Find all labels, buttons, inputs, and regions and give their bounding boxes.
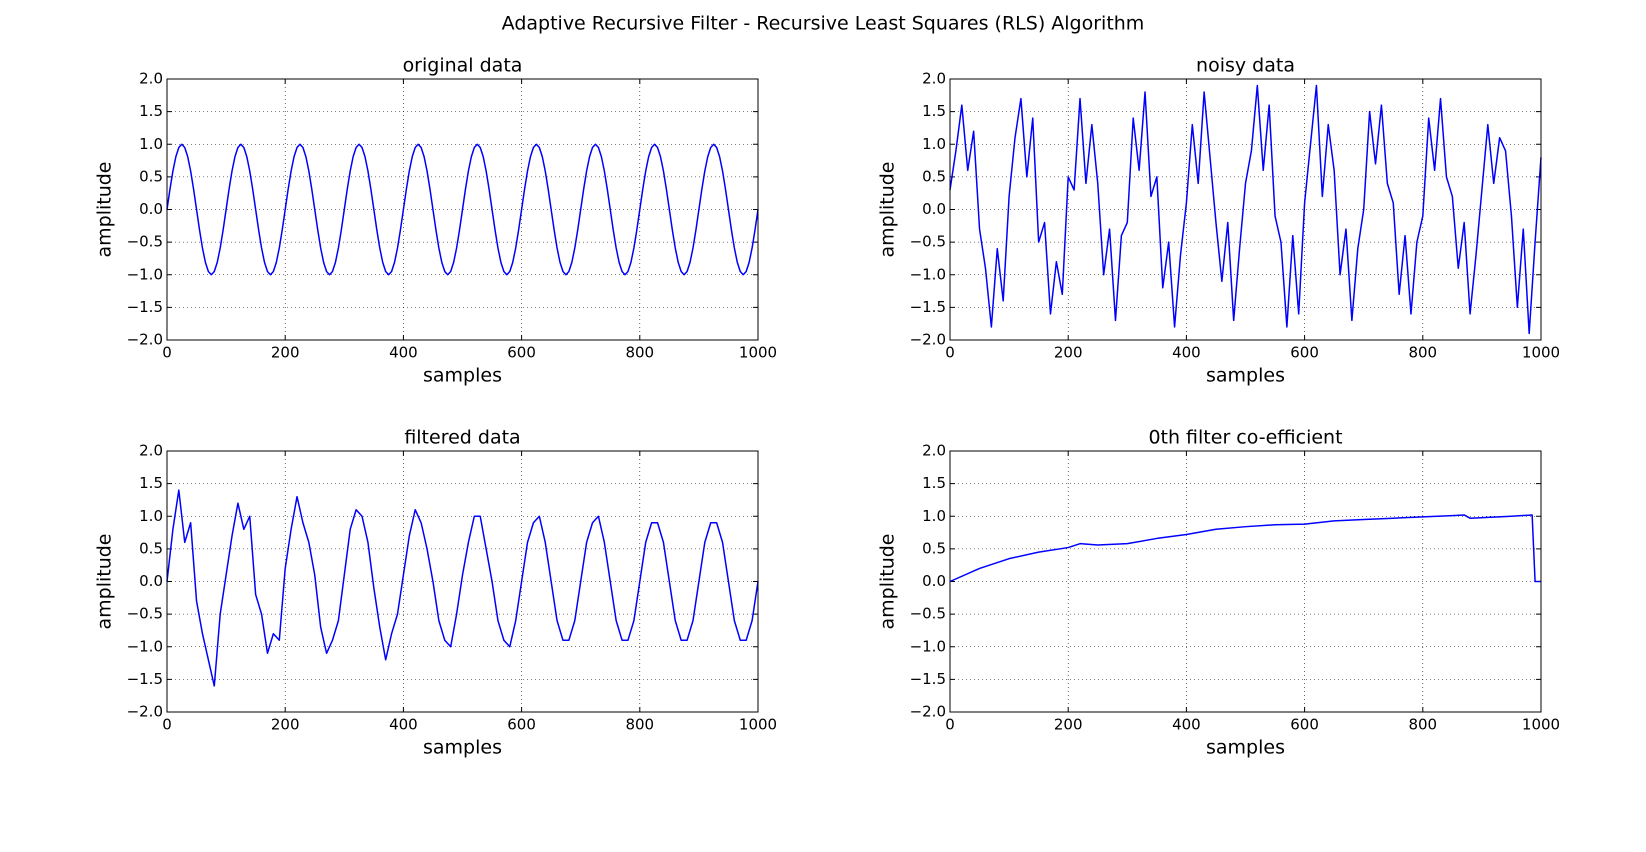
y-tick-label: 0.5 [922, 167, 946, 185]
y-axis-label: amplitude [94, 161, 116, 257]
y-tick-label: 2.0 [922, 70, 946, 88]
y-tick-label: −1.0 [127, 265, 163, 283]
x-tick-label: 0 [162, 344, 172, 362]
y-tick-label: −2.0 [127, 331, 163, 349]
x-tick-label: 200 [271, 716, 300, 734]
y-tick-label: 0.5 [139, 167, 163, 185]
y-axis-label: amplitude [877, 533, 899, 629]
x-tick-label: 600 [1290, 716, 1319, 734]
y-tick-label: 1.0 [139, 135, 163, 153]
subplot-title: noisy data [1196, 55, 1295, 77]
y-tick-label: 0.0 [139, 200, 163, 218]
y-tick-label: 0.5 [139, 539, 163, 557]
x-tick-label: 600 [507, 344, 536, 362]
y-tick-label: 2.0 [139, 442, 163, 460]
y-tick-label: −1.0 [910, 637, 946, 655]
y-tick-label: −1.5 [127, 298, 163, 316]
x-tick-label: 1000 [739, 716, 777, 734]
x-tick-label: 600 [1290, 344, 1319, 362]
plot-frame [949, 450, 1542, 713]
x-axis-label: samples [423, 737, 502, 759]
subplot-title: original data [403, 55, 523, 77]
x-tick-label: 0 [162, 716, 172, 734]
y-tick-label: −1.0 [127, 637, 163, 655]
y-axis-label: amplitude [877, 161, 899, 257]
y-axis-label: amplitude [94, 533, 116, 629]
data-line [949, 514, 1541, 583]
x-tick-label: 800 [625, 716, 654, 734]
plot-frame [949, 78, 1542, 341]
y-tick-label: 1.5 [139, 102, 163, 120]
subplot-title: filtered data [404, 427, 520, 449]
x-tick-label: 800 [625, 344, 654, 362]
y-tick-label: 1.5 [139, 474, 163, 492]
y-tick-label: −0.5 [910, 233, 946, 251]
y-tick-label: 1.0 [139, 507, 163, 525]
x-tick-label: 1000 [739, 344, 777, 362]
y-tick-label: −0.5 [127, 605, 163, 623]
y-tick-label: 1.0 [922, 507, 946, 525]
data-line [166, 489, 759, 687]
x-tick-label: 800 [1408, 716, 1437, 734]
y-tick-label: −1.0 [910, 265, 946, 283]
y-tick-label: 1.5 [922, 102, 946, 120]
x-axis-label: samples [423, 365, 502, 387]
data-line [949, 84, 1542, 335]
data-line [166, 143, 759, 276]
x-tick-label: 600 [507, 716, 536, 734]
y-tick-label: 0.0 [139, 572, 163, 590]
y-tick-label: 1.5 [922, 474, 946, 492]
subplot-title: 0th filter co-efficient [1148, 427, 1342, 449]
x-tick-label: 200 [1054, 716, 1083, 734]
x-tick-label: 400 [389, 716, 418, 734]
x-tick-label: 0 [945, 716, 955, 734]
x-tick-label: 800 [1408, 344, 1437, 362]
y-tick-label: −2.0 [910, 703, 946, 721]
x-tick-label: 400 [389, 344, 418, 362]
y-tick-label: 2.0 [139, 70, 163, 88]
y-tick-label: −2.0 [910, 331, 946, 349]
y-tick-label: 0.0 [922, 200, 946, 218]
x-tick-label: 200 [1054, 344, 1083, 362]
y-tick-label: 0.5 [922, 539, 946, 557]
x-tick-label: 400 [1172, 716, 1201, 734]
figure-title: Adaptive Recursive Filter - Recursive Le… [502, 13, 1145, 35]
y-tick-label: 2.0 [922, 442, 946, 460]
x-tick-label: 200 [271, 344, 300, 362]
y-tick-label: −0.5 [127, 233, 163, 251]
y-tick-label: 0.0 [922, 572, 946, 590]
y-tick-label: −2.0 [127, 703, 163, 721]
x-tick-label: 1000 [1522, 344, 1560, 362]
plot-frame [166, 78, 759, 341]
y-tick-label: 1.0 [922, 135, 946, 153]
plot-frame [166, 450, 759, 713]
x-tick-label: 400 [1172, 344, 1201, 362]
y-tick-label: −0.5 [910, 605, 946, 623]
y-tick-label: −1.5 [910, 298, 946, 316]
y-tick-label: −1.5 [910, 670, 946, 688]
x-tick-label: 1000 [1522, 716, 1560, 734]
y-tick-label: −1.5 [127, 670, 163, 688]
x-tick-label: 0 [945, 344, 955, 362]
x-axis-label: samples [1206, 737, 1285, 759]
x-axis-label: samples [1206, 365, 1285, 387]
